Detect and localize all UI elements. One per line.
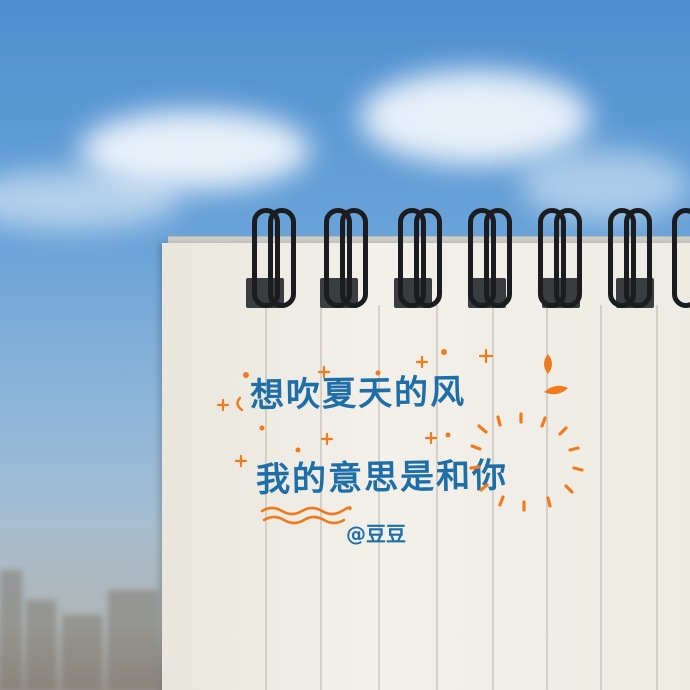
- spiral-ring: [340, 208, 368, 308]
- page-edge-line: [378, 305, 380, 690]
- raindrop-icon: [544, 354, 552, 374]
- city-building: [62, 615, 102, 690]
- spiral-ring: [608, 208, 636, 308]
- city-building: [108, 590, 158, 690]
- spiral-ring: [672, 208, 690, 308]
- spiral-ring: [398, 208, 426, 308]
- wavy-underline-icon: [260, 506, 352, 525]
- spiral-ring: [554, 208, 582, 308]
- spiral-ring: [268, 208, 296, 308]
- spiral-ring: [538, 208, 566, 308]
- spiral-ring: [624, 208, 652, 308]
- small-arc-icon: [236, 396, 244, 412]
- notebook-cover-edge: [168, 236, 690, 247]
- page-edge-line: [265, 305, 267, 690]
- spiral-ring: [484, 208, 512, 308]
- sun-burst-icon: [469, 412, 584, 512]
- cloud: [0, 170, 180, 230]
- cloud: [360, 70, 590, 165]
- page-edge-line: [600, 305, 602, 690]
- spiral-ring: [414, 208, 442, 308]
- spiral-ring: [324, 208, 352, 308]
- spiral-ring: [468, 208, 496, 308]
- handwritten-signature: @豆豆: [346, 522, 406, 546]
- dot-icon: [243, 349, 451, 453]
- city-building: [0, 570, 22, 690]
- page-edge-line: [492, 305, 494, 690]
- plus-sparkle-icon: [216, 348, 494, 468]
- page-edge-line: [436, 305, 438, 690]
- notebook-page: [162, 243, 690, 690]
- page-edge-line: [656, 305, 658, 690]
- city-building: [26, 600, 56, 690]
- page-edge-line: [320, 305, 322, 690]
- spiral-ring: [252, 208, 280, 308]
- leaf-icon: [544, 385, 568, 395]
